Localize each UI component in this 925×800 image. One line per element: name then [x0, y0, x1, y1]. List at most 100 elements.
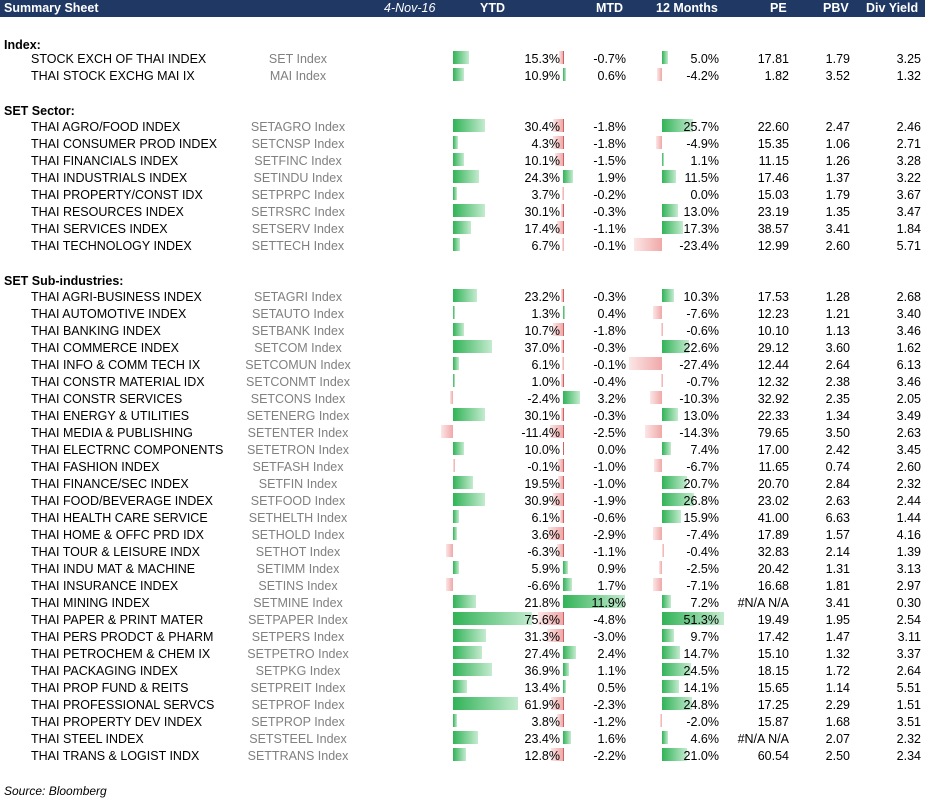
ytd-value: 61.9% — [524, 698, 560, 712]
mtd-value: 0.9% — [597, 562, 627, 576]
m12-bar — [662, 629, 674, 642]
mtd-value: -2.2% — [593, 749, 626, 763]
ytd-value: 1.0% — [531, 375, 561, 389]
m12-bar — [662, 289, 675, 302]
mtd-value: 0.6% — [597, 69, 627, 83]
index-name: THAI HOME & OFFC PRD IDX — [31, 528, 204, 542]
index-name: THAI ELECTRNC COMPONENTS — [31, 443, 224, 457]
mtd-value: 1.1% — [597, 664, 627, 678]
mtd-value: -1.1% — [593, 222, 626, 236]
m12-value: -2.0% — [686, 715, 719, 729]
index-name: THAI MINING INDEX — [31, 596, 150, 610]
pbv-value: 0.74 — [825, 460, 850, 474]
ytd-bar — [453, 374, 455, 387]
mtd-bar — [559, 510, 563, 523]
m12-bar — [661, 323, 664, 336]
mtd-bar-axis — [563, 493, 564, 506]
pe-value: 32.83 — [757, 545, 789, 559]
dy-value: 3.11 — [897, 630, 921, 644]
index-name: THAI COMMERCE INDEX — [31, 341, 179, 355]
ytd-value: -0.1% — [527, 460, 560, 474]
mtd-bar-axis — [563, 476, 564, 489]
index-ticker: SETPAPER Index — [248, 613, 348, 627]
ytd-bar — [453, 714, 457, 727]
mtd-value: -1.2% — [593, 715, 626, 729]
ytd-bar — [453, 476, 474, 489]
pe-value: 38.57 — [757, 222, 789, 236]
mtd-value: -2.9% — [593, 528, 626, 542]
table-row: THAI PROP FUND & REITS SETPREIT Index 13.4… — [0, 680, 925, 697]
mtd-value: -0.3% — [593, 205, 626, 219]
pbv-value: 1.28 — [825, 290, 850, 304]
mtd-bar — [563, 680, 566, 693]
index-name: THAI INSURANCE INDEX — [31, 579, 179, 593]
pbv-value: 1.79 — [825, 52, 850, 66]
mtd-bar-axis — [563, 136, 564, 149]
table-row: THAI STEEL INDEX SETSTEEL Index 23.4% 1.6% 4… — [0, 731, 925, 748]
table-row: THAI ELECTRNC COMPONENTS SETETRON Index 10… — [0, 442, 925, 459]
m12-value: 13.0% — [683, 409, 719, 423]
index-name: THAI CONSTR SERVICES — [31, 392, 183, 406]
m12-value: -2.5% — [686, 562, 719, 576]
m12-value: 51.3% — [683, 613, 719, 627]
ytd-value: 17.4% — [524, 222, 560, 236]
table-row: THAI PROPERTY DEV INDEX SETPROP Index 3.8%… — [0, 714, 925, 731]
pbv-value: 1.31 — [825, 562, 850, 576]
pbv-value: 1.06 — [825, 137, 850, 151]
m12-bar — [661, 374, 664, 387]
mtd-bar — [563, 595, 625, 608]
pe-value: 15.03 — [757, 188, 789, 202]
table-row: THAI PACKAGING INDEX SETPKG Index 36.9% 1.1… — [0, 663, 925, 680]
m12-value: -7.6% — [686, 307, 719, 321]
mtd-value: -1.5% — [593, 154, 626, 168]
ytd-value: 5.9% — [531, 562, 561, 576]
m12-value: -23.4% — [679, 239, 719, 253]
index-name: THAI PROPERTY/CONST IDX — [31, 188, 203, 202]
ytd-bar — [453, 136, 458, 149]
ytd-value: -2.4% — [527, 392, 560, 406]
dy-value: 3.22 — [896, 171, 921, 185]
pe-value: 23.02 — [757, 494, 789, 508]
index-name: THAI SERVICES INDEX — [31, 222, 168, 236]
index-name: THAI FOOD/BEVERAGE INDEX — [31, 494, 213, 508]
index-name: THAI TOUR & LEISURE INDX — [31, 545, 201, 559]
ytd-value: 36.9% — [524, 664, 560, 678]
pbv-value: 2.63 — [825, 494, 850, 508]
index-ticker: SETHOT Index — [255, 545, 341, 559]
table-row: THAI RESOURCES INDEX SETRSRC Index 30.1% -0… — [0, 204, 925, 221]
mtd-bar — [562, 238, 565, 251]
mtd-bar — [563, 391, 580, 404]
m12-bar — [662, 51, 668, 64]
index-ticker: SETPKG Index — [255, 664, 341, 678]
dy-value: 3.47 — [896, 205, 921, 219]
pe-value: 17.81 — [757, 52, 789, 66]
pe-value: #N/A N/A — [737, 732, 789, 746]
pbv-value: 1.21 — [825, 307, 850, 321]
ytd-bar — [453, 221, 472, 234]
mtd-bar — [559, 51, 563, 64]
m12-value: 11.5% — [684, 171, 719, 185]
m12-bar — [644, 425, 662, 438]
section-label: SET Sub-industries: — [4, 274, 124, 288]
pbv-value: 1.81 — [825, 579, 850, 593]
report-date: 4-Nov-16 — [384, 1, 436, 15]
index-ticker: SETPREIT Index — [250, 681, 346, 695]
m12-bar — [662, 442, 671, 455]
mtd-bar — [563, 663, 569, 676]
dy-value: 1.84 — [896, 222, 921, 236]
ytd-value: 30.1% — [524, 409, 560, 423]
index-ticker: SETINDU Index — [253, 171, 343, 185]
index-name: THAI INDU MAT & MACHINE — [31, 562, 196, 576]
mtd-bar-axis — [563, 119, 564, 132]
mtd-bar — [556, 714, 563, 727]
ytd-value: 10.9% — [524, 69, 560, 83]
mtd-value: -0.3% — [593, 290, 626, 304]
index-name: THAI INDUSTRIALS INDEX — [31, 171, 188, 185]
ytd-value: 6.1% — [531, 358, 561, 372]
ytd-bar — [453, 663, 492, 676]
ytd-value: 6.1% — [531, 511, 561, 525]
m12-value: 1.1% — [690, 154, 720, 168]
m12-value: 20.7% — [683, 477, 719, 491]
index-name: THAI MEDIA & PUBLISHING — [31, 426, 193, 440]
ytd-bar — [453, 119, 485, 132]
